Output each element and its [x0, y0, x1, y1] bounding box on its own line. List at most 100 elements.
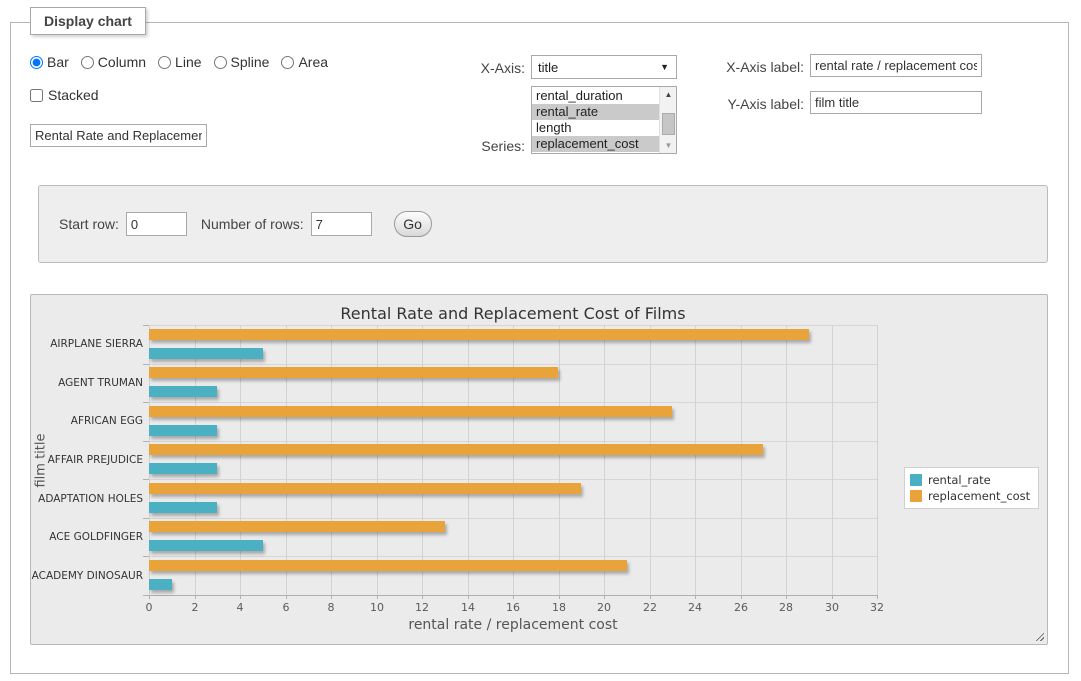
gridline-vertical: [513, 325, 514, 595]
x-axis-label-input[interactable]: [810, 54, 982, 77]
stacked-checkbox-row[interactable]: Stacked: [30, 87, 99, 103]
bar-replacement_cost-adaptation-holes[interactable]: [149, 483, 581, 494]
series-listbox[interactable]: rental_durationrental_ratelengthreplacem…: [531, 86, 677, 154]
y-axis-label-caption: Y-Axis label:: [700, 96, 804, 112]
chart-type-label: Spline: [231, 54, 270, 70]
scroll-up-icon[interactable]: ▲: [660, 87, 677, 102]
scroll-down-icon[interactable]: ▼: [660, 138, 677, 153]
bar-rental_rate-academy-dinosaur[interactable]: [149, 579, 172, 590]
chart-type-radio-group: Bar Column Line Spline Area: [30, 54, 328, 70]
category-label: AGENT TRUMAN: [33, 364, 143, 403]
bar-rental_rate-ace-goldfinger[interactable]: [149, 540, 263, 551]
gridline-vertical: [195, 325, 196, 595]
chart-type-option-line[interactable]: Line: [158, 54, 201, 70]
go-button[interactable]: Go: [394, 211, 432, 237]
chart-type-radio-spline[interactable]: [214, 56, 227, 69]
chart-type-option-spline[interactable]: Spline: [214, 54, 270, 70]
bar-rental_rate-agent-truman[interactable]: [149, 386, 217, 397]
series-option-rental_rate[interactable]: rental_rate: [532, 104, 659, 120]
chart-type-option-area[interactable]: Area: [281, 54, 328, 70]
gridline-vertical: [331, 325, 332, 595]
num-rows-input[interactable]: [311, 212, 372, 236]
page: Display chart BarColumnLineSplineArea St…: [0, 0, 1081, 681]
series-option-length[interactable]: length: [532, 120, 659, 136]
bar-replacement_cost-academy-dinosaur[interactable]: [149, 560, 627, 571]
chart-type-option-bar[interactable]: Bar: [30, 54, 69, 70]
bar-rental_rate-airplane-sierra[interactable]: [149, 348, 263, 359]
x-tick-label: 14: [453, 601, 483, 614]
x-axis-title: rental rate / replacement cost: [149, 617, 877, 633]
gridline-vertical: [877, 325, 878, 595]
bar-rental_rate-adaptation-holes[interactable]: [149, 502, 217, 513]
x-tick-label: 26: [726, 601, 756, 614]
x-tick-label: 30: [817, 601, 847, 614]
start-row-label: Start row:: [59, 216, 119, 232]
series-caption: Series:: [430, 138, 525, 154]
start-row-input[interactable]: [126, 212, 187, 236]
x-tick-label: 28: [771, 601, 801, 614]
x-tick-label: 6: [271, 601, 301, 614]
gridline-vertical: [832, 325, 833, 595]
gridline-vertical: [377, 325, 378, 595]
row-selector-panel: Start row: Number of rows: Go: [38, 185, 1048, 263]
gridline-vertical: [741, 325, 742, 595]
gridline-vertical: [468, 325, 469, 595]
chart-type-option-column[interactable]: Column: [81, 54, 146, 70]
series-option-replacement_cost[interactable]: replacement_cost: [532, 136, 659, 152]
resize-handle-icon[interactable]: [1033, 630, 1044, 641]
x-tick-label: 32: [862, 601, 892, 614]
chart-panel: Rental Rate and Replacement Cost of Film…: [30, 294, 1048, 645]
chart-type-radio-column[interactable]: [81, 56, 94, 69]
gridline-vertical: [604, 325, 605, 595]
chart-type-radio-area[interactable]: [281, 56, 294, 69]
bar-replacement_cost-airplane-sierra[interactable]: [149, 329, 809, 340]
series-option-rental_duration[interactable]: rental_duration: [532, 88, 659, 104]
x-axis-selected-value: title: [538, 60, 558, 75]
bar-replacement_cost-african-egg[interactable]: [149, 406, 672, 417]
y-axis-title: film title: [34, 391, 49, 531]
x-axis-caption: X-Axis:: [430, 60, 525, 76]
chart-type-label: Bar: [47, 54, 69, 70]
x-tick-label: 2: [180, 601, 210, 614]
x-axis-label-caption: X-Axis label:: [700, 59, 804, 75]
gridline-vertical: [422, 325, 423, 595]
gridline-vertical: [559, 325, 560, 595]
category-label: AFRICAN EGG: [33, 402, 143, 441]
y-axis-label-input[interactable]: [810, 91, 982, 114]
chart-type-radio-line[interactable]: [158, 56, 171, 69]
listbox-scrollbar[interactable]: ▲ ▼: [659, 87, 676, 153]
legend-label: rental_rate: [928, 473, 991, 487]
chart-legend: rental_rate replacement_cost: [904, 467, 1039, 509]
gridline-vertical: [286, 325, 287, 595]
chart-type-label: Area: [298, 54, 328, 70]
chart-type-label: Column: [98, 54, 146, 70]
legend-swatch-replacement_cost: [910, 490, 922, 502]
x-axis-select[interactable]: title ▼: [531, 55, 677, 79]
x-tick-label: 10: [362, 601, 392, 614]
legend-item-rental_rate[interactable]: rental_rate: [910, 472, 1030, 488]
category-label: ADAPTATION HOLES: [33, 479, 143, 518]
legend-item-replacement_cost[interactable]: replacement_cost: [910, 488, 1030, 504]
gridline-vertical: [149, 325, 150, 595]
legend-swatch-rental_rate: [910, 474, 922, 486]
category-label: ACE GOLDFINGER: [33, 518, 143, 557]
gridline-vertical: [650, 325, 651, 595]
bar-rental_rate-african-egg[interactable]: [149, 425, 217, 436]
bar-replacement_cost-agent-truman[interactable]: [149, 367, 558, 378]
series-options: rental_durationrental_ratelengthreplacem…: [532, 88, 659, 152]
category-label: AIRPLANE SIERRA: [33, 325, 143, 364]
chart-title-input[interactable]: [30, 124, 207, 147]
x-tick-label: 20: [589, 601, 619, 614]
chart-type-radio-bar[interactable]: [30, 56, 43, 69]
bar-replacement_cost-ace-goldfinger[interactable]: [149, 521, 445, 532]
plot-area: 02468101214161820222426283032AIRPLANE SI…: [149, 325, 877, 595]
gridline-vertical: [695, 325, 696, 595]
stacked-checkbox[interactable]: [30, 89, 43, 102]
legend-label: replacement_cost: [928, 489, 1030, 503]
x-tick-label: 18: [544, 601, 574, 614]
bar-rental_rate-affair-prejudice[interactable]: [149, 463, 217, 474]
scrollbar-thumb[interactable]: [662, 113, 675, 135]
chart-title: Rental Rate and Replacement Cost of Film…: [149, 304, 877, 323]
bar-replacement_cost-affair-prejudice[interactable]: [149, 444, 763, 455]
x-tick-label: 0: [134, 601, 164, 614]
